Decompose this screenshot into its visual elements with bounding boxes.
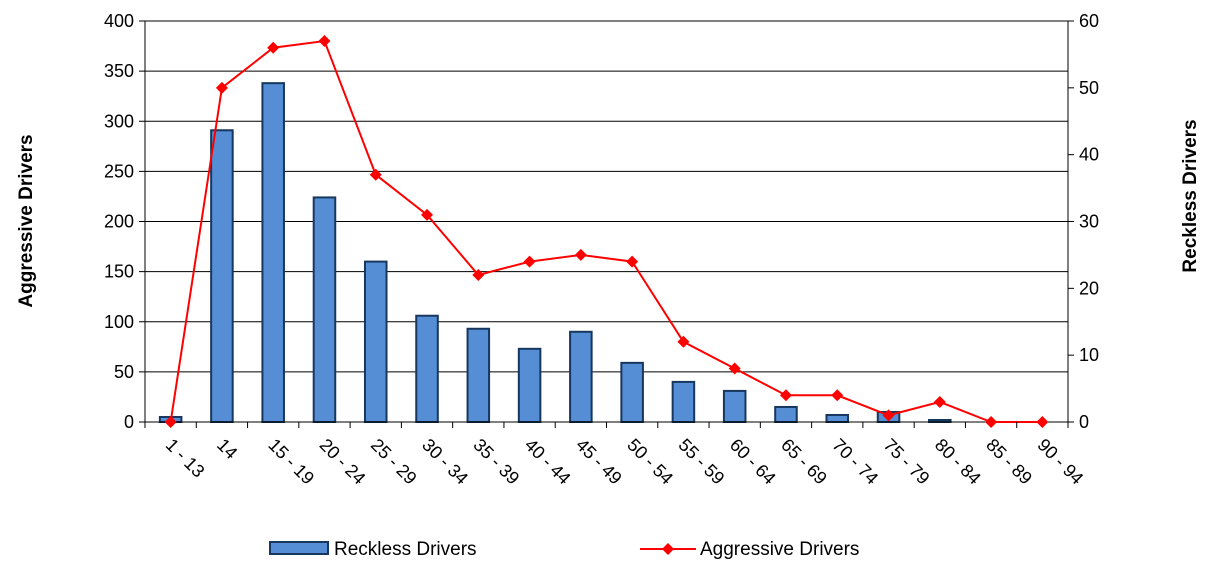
x-tick-label: 90 - 94 [1034, 435, 1088, 489]
x-tick-label: 30 - 34 [418, 435, 472, 489]
x-tick-label: 60 - 64 [726, 435, 780, 489]
left-tick-label: 200 [104, 212, 134, 232]
line-point [574, 248, 587, 261]
line-point [728, 362, 741, 375]
left-tick-label: 400 [104, 11, 134, 31]
bar [569, 330, 593, 423]
x-tick-label: 80 - 84 [931, 435, 985, 489]
left-tick-label: 300 [104, 111, 134, 131]
line-point [779, 389, 792, 402]
line-point [677, 335, 690, 348]
line-point [421, 208, 434, 221]
x-tick-label: 14 [213, 435, 241, 463]
bar [466, 327, 491, 423]
left-axis-ticks: 0 50 100 150 200 250 300 350 400 [104, 11, 145, 432]
x-tick-label: 70 - 74 [828, 435, 882, 489]
right-tick-label: 50 [1079, 78, 1099, 98]
line-point [882, 409, 895, 422]
line-series [164, 35, 1049, 428]
x-tick-label: 45 - 49 [572, 435, 626, 489]
line-point [1036, 416, 1049, 428]
x-tick-label: 85 - 89 [982, 435, 1036, 489]
line-point [164, 416, 177, 428]
left-tick-label: 350 [104, 61, 134, 81]
bar [825, 413, 850, 424]
bar-series [158, 82, 952, 424]
bar [774, 405, 798, 423]
right-axis-ticks: 0 10 20 30 40 50 60 [1068, 11, 1099, 432]
left-tick-label: 0 [124, 412, 134, 432]
x-tick-label: 25 - 29 [367, 435, 421, 489]
bar [415, 314, 439, 423]
x-tick-label: 35 - 39 [469, 435, 523, 489]
right-tick-label: 20 [1079, 278, 1099, 298]
line-point [267, 41, 280, 54]
line-point [831, 389, 844, 402]
bar [261, 82, 285, 423]
x-tick-label: 55 - 59 [675, 435, 729, 489]
right-tick-label: 10 [1079, 345, 1099, 365]
right-tick-label: 40 [1079, 145, 1099, 165]
legend-label-reckless: Reckless Drivers [334, 539, 477, 560]
bar [210, 129, 234, 424]
line-point [215, 81, 228, 94]
legend-swatch-reckless [269, 541, 329, 555]
bar [517, 347, 542, 424]
left-tick-label: 250 [104, 161, 134, 181]
gridlines [145, 20, 1068, 373]
bar [312, 196, 337, 423]
legend-marker-aggressive [662, 543, 674, 555]
bar [722, 389, 747, 423]
x-tick-label: 50 - 54 [623, 435, 677, 489]
line-point [626, 255, 639, 268]
right-axis-title: Reckless Drivers [1180, 119, 1201, 272]
left-tick-label: 100 [104, 312, 134, 332]
bar [620, 361, 644, 424]
left-axis-title: Aggressive Drivers [16, 134, 37, 307]
left-tick-label: 150 [104, 262, 134, 282]
aggressive-line [169, 39, 1043, 423]
x-tick-label: 75 - 79 [880, 435, 934, 489]
right-tick-label: 60 [1079, 11, 1099, 31]
x-tick-label: 15 - 19 [264, 435, 318, 489]
bar [363, 260, 388, 423]
line-point [985, 416, 998, 428]
legend-label-aggressive: Aggressive Drivers [700, 539, 859, 560]
right-tick-label: 30 [1079, 212, 1099, 232]
left-tick-label: 50 [114, 362, 134, 382]
line-point [933, 395, 946, 408]
right-tick-label: 0 [1079, 412, 1089, 432]
x-tick-label: 40 - 44 [521, 435, 575, 489]
x-tick-label: 65 - 69 [777, 435, 831, 489]
line-point [369, 168, 382, 181]
line-point [472, 268, 485, 281]
x-tick-label: 20 - 24 [316, 435, 370, 489]
x-tick-label: 1 - 13 [162, 435, 209, 482]
legend: Reckless Drivers Aggressive Drivers [269, 539, 859, 560]
line-point [523, 255, 536, 268]
bar [671, 380, 696, 423]
line-point [318, 35, 331, 48]
